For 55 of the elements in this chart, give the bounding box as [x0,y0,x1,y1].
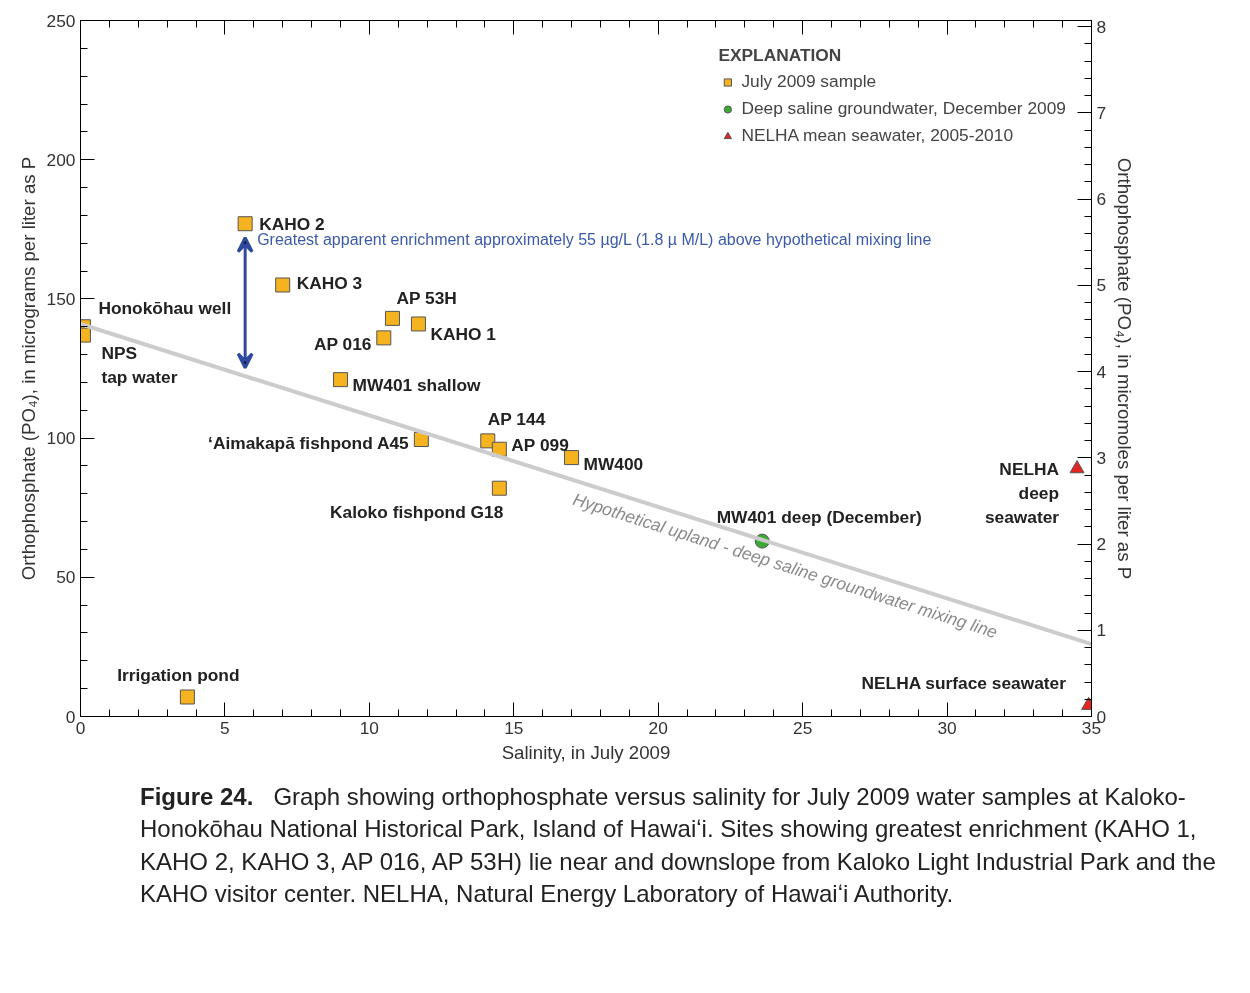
point [564,450,580,466]
y2-tick-label: 1 [1096,620,1107,641]
annotation: AP 53H [396,288,457,309]
annotation: MW400 [583,453,644,474]
y-tick-label: 250 [46,10,76,31]
x-tick-label: 20 [648,717,668,738]
annotation: MW401 shallow [352,374,482,395]
y-tick-label: 50 [56,567,76,588]
x-tick-label: 15 [504,717,524,738]
point [275,277,291,293]
point [410,316,426,332]
y2-tick-label: 4 [1096,361,1107,382]
annotation: Honokōhau well [98,297,232,318]
annotation: Irrigation pond [117,665,240,686]
annotation: AP 099 [511,435,569,456]
annotation: NELHA deep seawater [984,458,1060,527]
y2-tick-label: 3 [1096,447,1107,468]
annotation: ‘Aimakapā fishpond A45 [208,433,410,454]
y2-tick-label: 2 [1096,534,1107,555]
legend-label: July 2009 sample [741,71,877,92]
y2-tick-label: 6 [1096,189,1107,210]
point [179,689,195,705]
legend-label: NELHA mean seawater, 2005-2010 [741,125,1014,146]
x-tick-label: 10 [359,717,379,738]
y-axis-title: Orthophosphate (PO₄), in micrograms per liter as P [17,156,39,581]
legend-label: Deep saline groundwater, December 2009 [741,98,1066,119]
point [237,216,253,232]
y2-tick-label: 8 [1096,16,1107,37]
annotation: KAHO 3 [296,272,363,293]
annotation: AP 144 [487,408,546,429]
caption: Figure 24. [140,783,254,810]
y-tick-label: 100 [46,428,76,449]
x-tick-label: 30 [937,717,957,738]
annotation: NELHA surface seawater [861,673,1067,694]
annotation: KAHO 2 [259,213,325,234]
x-tick-label: 25 [793,717,813,738]
annotation: AP 016 [314,333,372,354]
y2-tick-label: 7 [1096,102,1107,123]
x-tick-label: 5 [220,717,230,738]
y-tick-label: 150 [46,288,76,309]
y-tick-label: 200 [46,149,76,170]
point [376,330,392,346]
annotation: NPS tap water [101,343,178,388]
annotation: KAHO 1 [430,323,497,344]
point [491,480,507,496]
point [480,433,496,449]
annotation: MW401 deep (December) [716,507,922,528]
point [384,310,400,326]
point [332,372,348,388]
y2-tick-label: 5 [1096,275,1107,296]
y2-axis-title: Orthophosphate (PO₄), in micromoles per liter as P [1114,157,1136,580]
annotation: Greatest apparent enrichment approximately 55 µg/L (1.8 µ M/L) above hypothetical mixing line [257,231,932,249]
legend-title: EXPLANATION [718,45,843,66]
annotation: Kaloko fishpond G18 [330,502,504,523]
x-axis-title: Salinity, in July 2009 [501,741,671,763]
